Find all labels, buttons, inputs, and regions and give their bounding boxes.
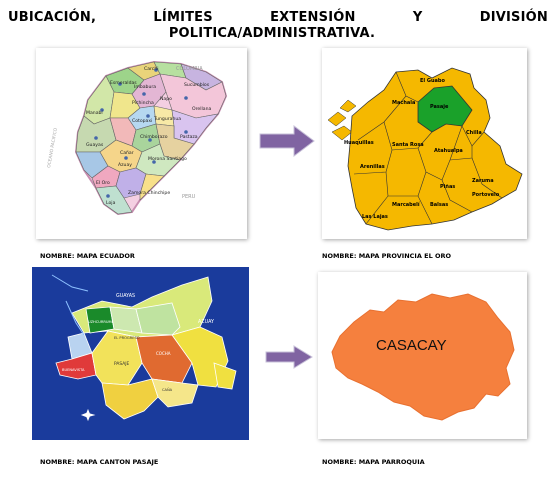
canton-label: Balsas: [430, 202, 448, 208]
province-label: Carchi: [144, 66, 159, 72]
province-label: Esmeraldas: [110, 80, 137, 86]
canton-label: Santa Rosa: [392, 142, 424, 148]
canton-label: Huaquillas: [344, 140, 374, 146]
canton-label: Las Lajas: [362, 214, 388, 220]
province-label: Chimborazo: [140, 134, 168, 140]
province-label: Morona Santiago: [148, 156, 187, 162]
province-label: Manabí: [86, 109, 103, 116]
parish-label: CAÑA: [162, 387, 173, 392]
province-label: Guayas: [86, 142, 104, 148]
country-label-peru: PERU: [182, 194, 196, 200]
map-parroquia: CASACAY: [318, 272, 527, 439]
province-label: Napo: [160, 96, 172, 102]
canton-label: Machala: [392, 100, 415, 106]
arrow-right-icon: [259, 125, 315, 157]
province-label: Zamora Chinchipe: [128, 190, 170, 196]
map-parroquia-frame: CASACAY: [318, 272, 527, 439]
province-label: Pastaza: [180, 134, 198, 140]
parish-name-label: CASACAY: [376, 337, 447, 354]
canton-label: El Guabo: [420, 78, 445, 84]
province-label: Orellana: [192, 106, 212, 112]
map-ecuador-caption: NOMBRE: MAPA ECUADOR: [40, 252, 135, 260]
canton-label: Chilla: [466, 130, 482, 136]
title-word: Y: [412, 10, 423, 25]
map-pasaje: GUAYAS AZUAY UZHCURRUMI EL PROGRESO PASA…: [32, 267, 249, 440]
map-ecuador: COLOMBIA Esmeraldas Carchi Imbabura Sucu…: [36, 48, 247, 239]
canton-label: Atahualpa: [434, 148, 463, 154]
province-label: Tungurahua: [153, 116, 181, 122]
province-label: Sucumbíos: [184, 81, 210, 88]
country-label-colombia: COLOMBIA: [176, 66, 203, 72]
canton-label: Portovelo: [472, 192, 500, 198]
canton-label: Piñas: [440, 184, 455, 190]
parish-label: EL PROGRESO: [114, 336, 140, 340]
canton-label: Pasaje: [430, 104, 449, 110]
map-pasaje-caption: NOMBRE: MAPA CANTON PASAJE: [40, 458, 159, 466]
province-label: Imbabura: [134, 84, 156, 90]
canton-label: Arenillas: [360, 164, 385, 170]
page-title-line-2: POLITICA/ADMINISTRATIVA.: [168, 26, 376, 41]
province-label: El Oro: [96, 180, 110, 186]
map-eloro-caption: NOMBRE: MAPA PROVINCIA EL ORO: [322, 252, 452, 260]
parish-label: PASAJE: [114, 361, 130, 367]
map-eloro: El Guabo Machala Pasaje Huaquillas Santa…: [322, 48, 527, 239]
map-parroquia-caption: NOMBRE: MAPA PARROQUIA: [322, 458, 425, 466]
map-pasaje-frame: GUAYAS AZUAY UZHCURRUMI EL PROGRESO PASA…: [32, 267, 249, 440]
title-word: LÍMITES: [153, 10, 213, 25]
map-eloro-frame: El Guabo Machala Pasaje Huaquillas Santa…: [322, 48, 527, 239]
title-word: DIVISIÓN: [479, 10, 548, 25]
parish-label: COCHA: [156, 351, 171, 356]
page-title-line-1: UBICACIÓN, LÍMITES EXTENSIÓN Y DIVISIÓN: [8, 10, 548, 25]
province-label: Cañar: [120, 150, 134, 156]
arrow-right-icon: [265, 345, 313, 369]
canton-label: Marcabelí: [392, 201, 420, 208]
province-label: Azuay: [118, 162, 132, 168]
map-ecuador-frame: COLOMBIA Esmeraldas Carchi Imbabura Sucu…: [36, 48, 247, 239]
canton-label: Zaruma: [472, 178, 494, 184]
region-label: AZUAY: [198, 319, 214, 325]
parish-label: BUENAVISTA: [62, 368, 85, 372]
province-label: Cotopaxi: [132, 118, 152, 124]
region-label: GUAYAS: [116, 293, 135, 299]
province-label: Loja: [106, 200, 116, 206]
parish-label: UZHCURRUMI: [88, 320, 113, 324]
province-label: Pichincha: [132, 100, 154, 106]
title-word: EXTENSIÓN: [270, 10, 356, 25]
title-word: UBICACIÓN,: [8, 10, 97, 25]
